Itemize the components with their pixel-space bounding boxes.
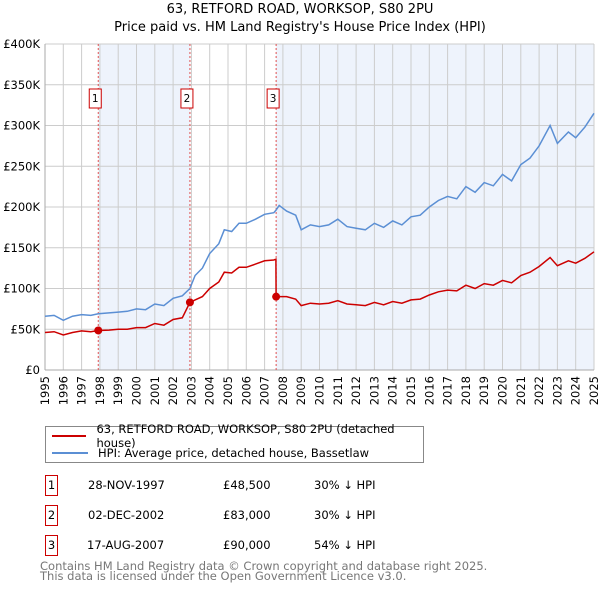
sale-badge: 1 (45, 475, 58, 496)
sale-badge: 2 (45, 505, 58, 526)
property-price-line (44, 251, 595, 336)
x-tick-label: 2015 (404, 376, 418, 405)
sale-price: £90,000 (223, 538, 271, 552)
sale-row: 1 28-NOV-1997 £48,500 30% ↓ HPI (45, 475, 465, 497)
y-tick-label: £300K (3, 119, 40, 133)
x-tick-label: 2021 (514, 376, 528, 405)
y-tick-label: £200K (3, 200, 40, 214)
sale-chart-badge (180, 88, 194, 109)
x-tick-label: 2018 (459, 376, 473, 405)
sale-point (185, 298, 194, 307)
footer-copyright: Contains HM Land Registry data © Crown c… (40, 559, 488, 573)
x-tick-label: 2022 (532, 376, 546, 405)
sale-hpi: 30% ↓ HPI (314, 508, 376, 522)
legend-label-property: 63, RETFORD ROAD, WORKSOP, S80 2PU (deta… (96, 422, 395, 450)
sale-price: £48,500 (223, 478, 271, 492)
x-tick-label: 2002 (166, 376, 180, 405)
sale-chart-badge (88, 88, 102, 109)
hpi-line (44, 112, 595, 322)
x-tick-label: 2001 (148, 376, 162, 405)
x-tick-label: 2012 (349, 376, 363, 405)
x-tick-label: 1997 (75, 376, 89, 405)
sale-point (94, 326, 103, 335)
sale-badge: 3 (45, 535, 58, 556)
y-tick-label: £50K (11, 322, 41, 336)
legend: 63, RETFORD ROAD, WORKSOP, S80 2PU (deta… (45, 422, 424, 463)
sale-hpi: 30% ↓ HPI (314, 478, 376, 492)
x-tick-label: 2007 (258, 376, 272, 405)
x-tick-label: 2006 (239, 376, 253, 405)
footer-licence: This data is licensed under the Open Gov… (40, 569, 407, 583)
y-tick-label: £100K (3, 282, 40, 296)
chart-title: 63, RETFORD ROAD, WORKSOP, S80 2PU (166, 2, 434, 17)
sale-row: 3 17-AUG-2007 £90,000 54% ↓ HPI (45, 535, 465, 557)
sale-chart-badge-label: 1 (92, 93, 99, 105)
x-tick-label: 2017 (441, 376, 455, 405)
legend-label-hpi: HPI: Average price, detached house, Bass… (98, 446, 370, 460)
x-tick-label: 2019 (477, 376, 491, 405)
x-tick-label: 2010 (313, 376, 327, 405)
x-tick-label: 2003 (184, 376, 198, 405)
x-tick-label: 2000 (130, 376, 144, 405)
x-tick-label: 1995 (38, 376, 52, 405)
sale-chart-badge-label: 3 (270, 93, 277, 105)
x-tick-label: 1999 (111, 376, 125, 405)
x-tick-label: 2013 (367, 376, 381, 405)
x-tick-label: 2014 (386, 376, 400, 405)
x-tick-label: 2008 (276, 376, 290, 405)
x-tick-label: 2016 (422, 376, 436, 405)
sale-date: 02-DEC-2002 (88, 508, 165, 522)
x-tick-label: 1998 (93, 376, 107, 405)
sale-price: £83,000 (223, 508, 271, 522)
sale-date: 17-AUG-2007 (87, 538, 165, 552)
price-chart: 1995 1996 1997 1998 1999 2000 2001 2002 2003 2004… (3, 37, 600, 405)
sale-chart-badge-label: 2 (184, 93, 191, 105)
sale-chart-badge (266, 88, 280, 109)
y-tick-label: £350K (3, 78, 40, 92)
x-tick-label: 2005 (221, 376, 235, 405)
sale-point (272, 292, 281, 301)
x-tick-label: 2025 (587, 376, 600, 405)
x-tick-label: 2020 (496, 376, 510, 405)
sale-date: 28-NOV-1997 (88, 478, 165, 492)
x-tick-label: 2011 (331, 376, 345, 405)
y-tick-label: £250K (3, 159, 40, 173)
x-tick-label: 2009 (294, 376, 308, 405)
chart-subtitle: Price paid vs. HM Land Registry's House … (114, 20, 486, 35)
x-tick-label: 2024 (569, 376, 583, 405)
x-tick-label: 2023 (550, 376, 564, 405)
legend-swatch-property (52, 435, 87, 437)
legend-swatch-hpi (52, 452, 88, 454)
y-tick-label: £0 (25, 363, 40, 377)
sale-hpi: 54% ↓ HPI (314, 538, 376, 552)
y-tick-label: £150K (3, 241, 40, 255)
sale-row: 2 02-DEC-2002 £83,000 30% ↓ HPI (45, 505, 465, 527)
x-tick-label: 1996 (56, 376, 70, 405)
y-tick-label: £400K (3, 37, 40, 51)
x-tick-label: 2004 (203, 376, 217, 405)
